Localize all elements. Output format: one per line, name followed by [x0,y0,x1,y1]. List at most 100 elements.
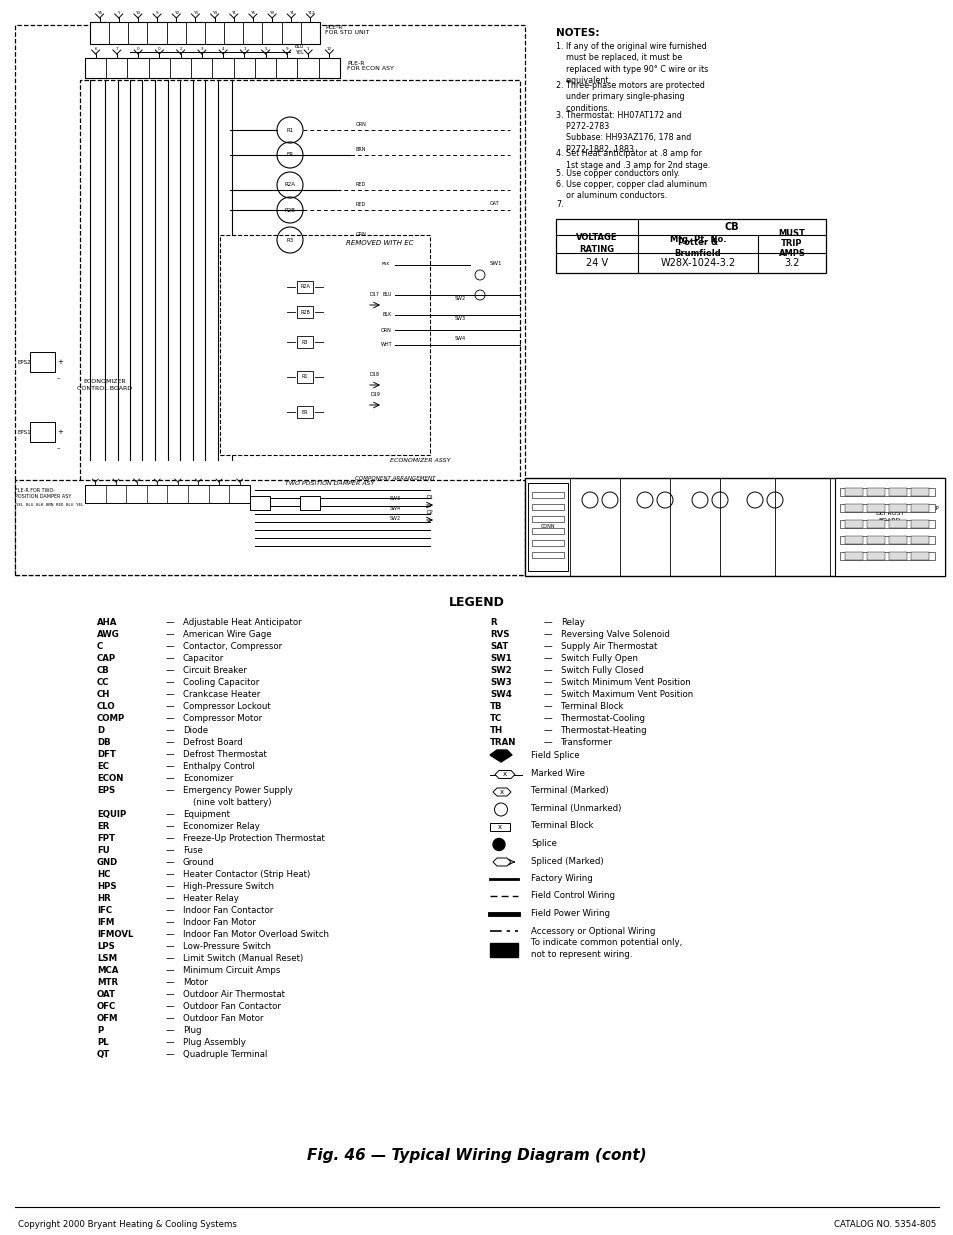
Bar [15,25,524,576]
Text: MTR: MTR [97,978,118,987]
Text: —: — [166,1014,174,1023]
Text: —: — [166,894,174,903]
Text: BRN: BRN [355,147,366,152]
Text: AWG: AWG [97,630,120,638]
Text: OFC: OFC [97,1002,116,1011]
Text: Plug: Plug [183,1026,201,1035]
Text: Y5: Y5 [250,11,255,15]
Text: Terminal Block: Terminal Block [560,701,623,711]
Text: 3: 3 [200,47,203,51]
Text: Thermostat-Cooling: Thermostat-Cooling [560,714,645,722]
Text: —: — [166,785,174,795]
Text: —: — [166,1026,174,1035]
Text: 9: 9 [155,11,158,15]
Text: Motor: Motor [183,978,208,987]
Text: BLU: BLU [294,44,304,49]
Text: Defrost Board: Defrost Board [183,739,242,747]
Text: NOTES:: NOTES: [556,28,598,38]
Text: 0: 0 [136,47,139,51]
Text: OFM: OFM [97,1014,118,1023]
Text: R2B: R2B [284,207,295,212]
Text: EPS2: EPS2 [18,359,31,364]
Text: PNK: PNK [381,262,390,266]
Text: SW2: SW2 [390,516,400,521]
Text: GND: GND [97,858,118,867]
Text: —: — [166,846,174,855]
Text: OAT: OAT [490,201,499,206]
Text: Y9: Y9 [270,11,274,15]
Text: DFT: DFT [97,750,115,760]
Bar [840,488,934,496]
Bar [866,488,884,496]
Text: SW2: SW2 [455,296,466,301]
Text: Indoor Fan Motor: Indoor Fan Motor [183,918,255,927]
Text: R1: R1 [301,374,308,379]
Text: —: — [166,930,174,939]
Text: HPS: HPS [97,882,116,890]
Bar [532,516,563,522]
Text: SW4: SW4 [490,690,512,699]
Bar [296,370,313,383]
Text: HR: HR [97,894,111,903]
Text: R3: R3 [301,340,308,345]
Text: FPT: FPT [97,834,115,844]
Bar [532,552,563,558]
Bar [888,552,906,559]
Text: Switch Fully Open: Switch Fully Open [560,655,638,663]
Text: Economizer: Economizer [183,774,233,783]
Text: —: — [166,810,174,819]
Text: –: – [57,375,60,382]
Text: —: — [166,906,174,915]
Text: FLE-R FOR TWO-
POSITION DAMPER ASY: FLE-R FOR TWO- POSITION DAMPER ASY [15,488,71,499]
Bar [85,58,339,78]
Bar [910,520,928,529]
Text: YEL: YEL [294,49,304,56]
Text: Potter &
Brumfield: Potter & Brumfield [674,238,720,258]
Bar [834,478,944,576]
Text: —: — [166,774,174,783]
Text: Enthalpy Control: Enthalpy Control [183,762,254,771]
Text: BLK: BLK [382,312,392,317]
Text: Freeze-Up Protection Thermostat: Freeze-Up Protection Thermostat [183,834,325,844]
Text: TRAN: TRAN [490,739,516,747]
Text: 1: 1 [307,47,309,51]
Text: ECONOMIZER
CONTROL BOARD: ECONOMIZER CONTROL BOARD [77,379,132,390]
Text: 2. Three-phase motors are protected
    under primary single-phasing
    conditi: 2. Three-phase motors are protected unde… [556,82,704,112]
Text: HC: HC [97,869,111,879]
Text: Indoor Fan Contactor: Indoor Fan Contactor [183,906,273,915]
Text: Quadruple Terminal: Quadruple Terminal [183,1050,267,1058]
Bar [888,504,906,513]
Text: WHT: WHT [380,342,392,347]
Text: CATALOG NO. 5354-805: CATALOG NO. 5354-805 [833,1220,935,1229]
Text: —: — [543,726,552,735]
Text: Y0: Y0 [135,11,140,15]
Text: PL: PL [97,1037,109,1047]
Bar [866,504,884,513]
Bar [844,504,862,513]
Text: Reversing Valve Solenoid: Reversing Valve Solenoid [560,630,669,638]
Text: LSM: LSM [97,953,117,963]
Text: Heater Contactor (Strip Heat): Heater Contactor (Strip Heat) [183,869,310,879]
Bar [910,552,928,559]
Text: EPS1: EPS1 [18,430,31,435]
Polygon shape [493,858,511,866]
Text: D2: D2 [426,510,433,515]
Text: Cooling Capacitor: Cooling Capacitor [183,678,259,687]
Text: 1: 1 [243,47,245,51]
Text: Switch Fully Closed: Switch Fully Closed [560,666,643,676]
Bar [220,235,430,454]
Bar [532,492,563,498]
Text: Thermostat-Heating: Thermostat-Heating [560,726,647,735]
Text: D18: D18 [370,372,379,377]
Text: —: — [166,678,174,687]
Text: CC: CC [97,678,110,687]
Bar [299,496,319,510]
Bar [888,536,906,543]
Text: Capacitor: Capacitor [183,655,224,663]
Text: 6: 6 [94,47,97,51]
Text: PLE-R
FOR STD UNIT: PLE-R FOR STD UNIT [325,25,369,36]
Text: SAT: SAT [490,642,508,651]
Text: CB: CB [724,221,739,231]
Bar [844,520,862,529]
Text: —: — [166,882,174,890]
